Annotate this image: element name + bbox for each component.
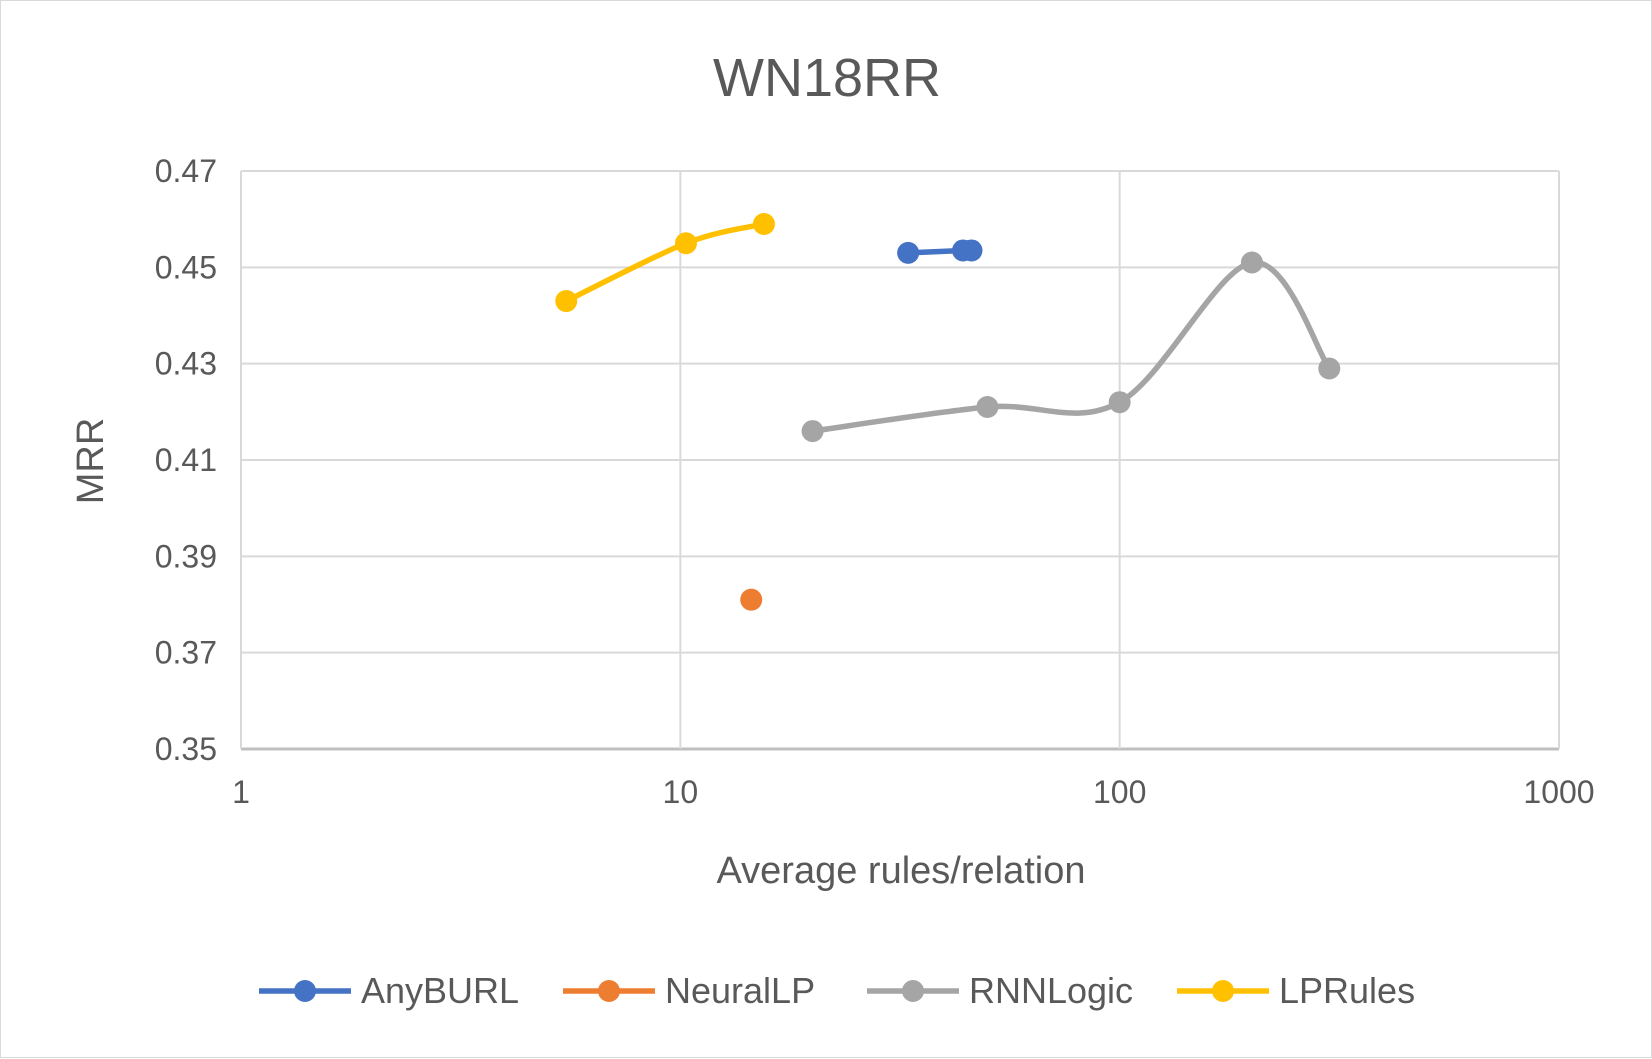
gridlines <box>240 170 1560 751</box>
x-tick-label: 1000 <box>1523 774 1594 810</box>
axes: 0.35 0.37 0.39 0.41 0.43 0.45 0.47 1 10 100 1000 <box>155 153 1595 810</box>
legend-marker-lprules <box>1212 980 1234 1002</box>
y-tick-label: 0.45 <box>155 249 217 285</box>
y-tick-label: 0.37 <box>155 635 217 671</box>
legend-label-neurallp: NeuralLP <box>665 970 815 1011</box>
legend-marker-rnnlogic <box>902 980 924 1002</box>
series-line-rnnlogic <box>809 259 1333 434</box>
series-line-lprules <box>563 221 767 304</box>
y-tick-label: 0.47 <box>155 153 217 189</box>
y-tick-label: 0.41 <box>155 442 217 478</box>
legend-label-lprules: LPRules <box>1279 970 1415 1011</box>
data-point-lprules <box>752 212 775 235</box>
x-tick-label: 100 <box>1093 774 1146 810</box>
y-tick-label: 0.35 <box>155 731 217 767</box>
chart-title: WN18RR <box>713 48 941 108</box>
x-tick-label: 1 <box>232 774 250 810</box>
y-tick-label: 0.43 <box>155 346 217 382</box>
legend-label-rnnlogic: RNNLogic <box>969 970 1133 1011</box>
legend-label-anyburl: AnyBURL <box>361 970 519 1011</box>
x-tick-label: 10 <box>663 774 699 810</box>
data-point-rnnlogic <box>976 396 999 419</box>
x-axis-label: Average rules/relation <box>717 850 1086 892</box>
data-point-rnnlogic <box>1240 251 1263 274</box>
legend: AnyBURL NeuralLP RNNLogic LPRules <box>259 970 1415 1011</box>
y-axis-label: MRR <box>70 418 112 505</box>
legend-marker-neurallp <box>598 980 620 1002</box>
data-point-neurallp <box>740 588 763 611</box>
data-point-anyburl <box>960 239 983 262</box>
legend-marker-anyburl <box>294 980 316 1002</box>
data-point-rnnlogic <box>1108 391 1131 414</box>
y-tick-label: 0.39 <box>155 538 217 574</box>
data-point-lprules <box>674 232 697 255</box>
data-point-anyburl <box>897 241 920 264</box>
data-point-rnnlogic <box>1318 357 1341 380</box>
data-point-rnnlogic <box>801 420 824 443</box>
data-point-lprules <box>555 290 578 313</box>
series-group <box>555 212 1341 611</box>
